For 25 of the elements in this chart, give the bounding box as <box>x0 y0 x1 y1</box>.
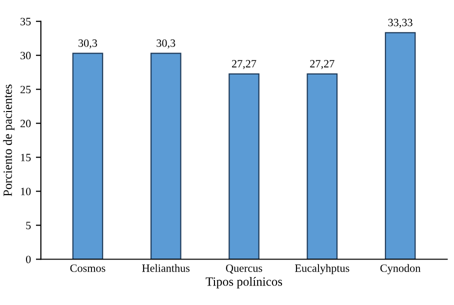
y-tick-label: 35 <box>20 18 31 26</box>
bar <box>150 52 182 260</box>
bar <box>228 73 260 260</box>
x-tick-label: Cynodon <box>380 264 421 274</box>
data-label: 33,33 <box>388 18 412 28</box>
data-label: 30,3 <box>78 39 98 48</box>
x-tick-label: Cosmos <box>70 264 106 272</box>
bar <box>72 52 104 260</box>
data-label: 30,3 <box>156 39 176 48</box>
x-tick-label: Helianthus <box>142 264 190 272</box>
y-tick-label: 25 <box>20 86 31 94</box>
y-tick-label: 30 <box>20 52 31 60</box>
data-label: 27,27 <box>232 60 256 70</box>
y-tick-label: 0 <box>26 256 31 264</box>
data-label: 27,27 <box>310 60 334 70</box>
y-tick-label: 15 <box>21 154 31 162</box>
y-tick-label: 10 <box>21 188 31 196</box>
x-tick-label: Eucalyhptus <box>295 264 350 274</box>
y-axis-title: Porciento de pacientes <box>3 84 14 196</box>
y-tick-label: 20 <box>20 120 31 128</box>
y-tick-label: 5 <box>26 222 31 230</box>
bar <box>306 73 338 260</box>
x-axis-title: Tipos polínicos <box>206 276 282 288</box>
bar <box>384 32 416 260</box>
x-tick-label: Quercus <box>226 264 262 274</box>
